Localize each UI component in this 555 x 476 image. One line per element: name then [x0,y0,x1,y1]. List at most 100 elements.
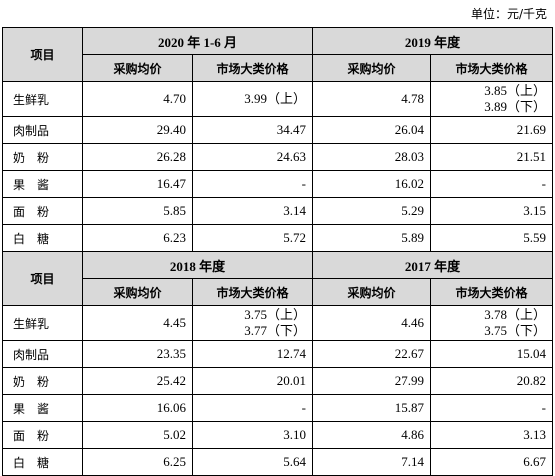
column-header-row: 采购均价 市场大类价格 采购均价 市场大类价格 [3,278,554,306]
market-price-line: 3.77（下） [244,323,306,338]
market-price: 12.74 [192,340,313,368]
column-header: 采购均价 [82,54,193,82]
period-header: 2019 年度 [311,27,554,55]
market-price-line: 3.89（下） [484,99,547,114]
purchase-price: 16.02 [312,170,431,198]
market-price: 3.14 [192,197,313,225]
period-header: 2018 年度 [82,251,313,279]
market-price-line: 15.04 [516,346,547,361]
market-price: 3.15 [429,197,554,225]
purchase-price: 5.02 [82,421,193,449]
purchase-price: 5.89 [312,224,431,252]
item-name: 白 糖 [2,224,83,252]
item-name: 面 粉 [2,421,83,449]
item-name: 奶 粉 [2,143,83,171]
column-header: 市场大类价格 [429,54,554,82]
item-name: 果 酱 [2,170,83,198]
price-table-container: 项目 2020 年 1-6 月 2019 年度 采购均价 市场大类价格 采购均价 市场大类价… [2,27,554,476]
market-price-line: - [301,176,306,191]
purchase-price: 4.70 [82,81,193,117]
market-price-line: 5.64 [283,454,306,469]
market-price-line: 21.69 [516,122,547,137]
table-row: 果 酱 16.06-15.87- [2,394,554,422]
market-price: 21.51 [429,143,554,171]
item-name: 面 粉 [2,197,83,225]
item-header: 项目 [2,27,83,82]
market-price: 3.85（上） 3.89（下） [429,81,554,117]
purchase-price: 28.03 [312,143,431,171]
period-header: 2017 年度 [311,251,554,279]
market-price-line: 5.72 [283,230,306,245]
purchase-price: 23.35 [82,340,193,368]
item-name: 奶 粉 [2,367,83,395]
purchase-price: 22.67 [312,340,431,368]
table-row: 肉制品 23.35 12.74 22.67 15.04 [2,340,554,368]
market-price: 20.01 [192,367,313,395]
market-price-line: 3.75（上） [244,307,306,322]
item-name: 白 糖 [2,448,83,476]
purchase-price: 6.25 [82,448,193,476]
market-price: 3.10 [192,421,313,449]
column-header: 采购均价 [82,278,193,306]
purchase-price: 6.23 [82,224,193,252]
market-price-line: 5.59 [523,230,547,245]
table-row: 果 酱 16.47 -16.02- [2,170,554,198]
market-price-line: 24.63 [276,149,306,164]
market-price: 3.13 [429,421,554,449]
market-price: 3.75（上） 3.77（下） [192,305,313,341]
market-price-line: 3.15 [523,203,547,218]
market-price: 3.99（上） [192,81,313,117]
table-row: 奶 粉 26.28 24.63 28.03 21.51 [2,143,554,171]
market-price: 5.59 [429,224,554,252]
market-price-line: 3.13 [523,427,547,442]
market-price-line: 3.14 [283,203,306,218]
market-price: - [429,394,554,422]
purchase-price: 4.46 [312,305,431,341]
market-price-line: 3.85（上） [484,83,547,98]
table-row: 肉制品 29.40 34.47 26.04 21.69 [2,116,554,144]
column-header-row: 采购均价 市场大类价格 采购均价 市场大类价格 [3,54,554,82]
purchase-price: 27.99 [312,367,431,395]
market-price: 6.67 [429,448,554,476]
unit-label: 单位：元/千克 [470,7,547,21]
market-price: 24.63 [192,143,313,171]
market-price: 15.04 [429,340,554,368]
item-header: 项目 [2,251,83,306]
column-header: 市场大类价格 [192,54,313,82]
market-price-line: 3.99（上） [244,91,306,106]
table-row: 白 糖 6.25 5.64 7.14 6.67 [2,448,554,476]
price-comparison-table: 项目 2020 年 1-6 月 2019 年度 采购均价 市场大类价格 采购均价 市场大类价… [2,27,554,476]
period-header-row: 项目 2018 年度 2017 年度 [2,251,554,306]
table-row: 奶 粉 25.42 20.01 27.99 20.82 [2,367,554,395]
market-price-line: 20.01 [276,373,306,388]
table-row: 生鲜乳 4.70 3.99（上） 4.78 3.85（上） 3.89（下） [2,81,554,117]
market-price-line: 12.74 [276,346,306,361]
market-price: - [429,170,554,198]
item-name: 果 酱 [2,394,83,422]
purchase-price: 16.47 [82,170,193,198]
item-name: 肉制品 [2,116,83,144]
market-price-line: - [301,400,306,415]
table-row: 面 粉 5.02 3.10 4.86 3.13 [2,421,554,449]
purchase-price: 15.87 [312,394,431,422]
market-price-line: 3.75（下） [484,323,547,338]
market-price: 21.69 [429,116,554,144]
market-price: - [192,394,313,422]
purchase-price: 5.29 [312,197,431,225]
item-name: 生鲜乳 [2,81,83,117]
purchase-price: 16.06 [82,394,193,422]
column-header: 采购均价 [312,278,431,306]
market-price: 5.64 [192,448,313,476]
purchase-price: 4.45 [82,305,193,341]
market-price-line: - [541,400,547,415]
market-price: 5.72 [192,224,313,252]
market-price: 34.47 [192,116,313,144]
table-row: 白 糖 6.23 5.72 5.89 5.59 [2,224,554,252]
market-price-line: 3.10 [283,427,306,442]
market-price-line: 3.78（上） [484,307,547,322]
market-price-line: 20.82 [516,373,547,388]
purchase-price: 7.14 [312,448,431,476]
market-price-line: 6.67 [523,454,547,469]
item-name: 肉制品 [2,340,83,368]
market-price: 20.82 [429,367,554,395]
